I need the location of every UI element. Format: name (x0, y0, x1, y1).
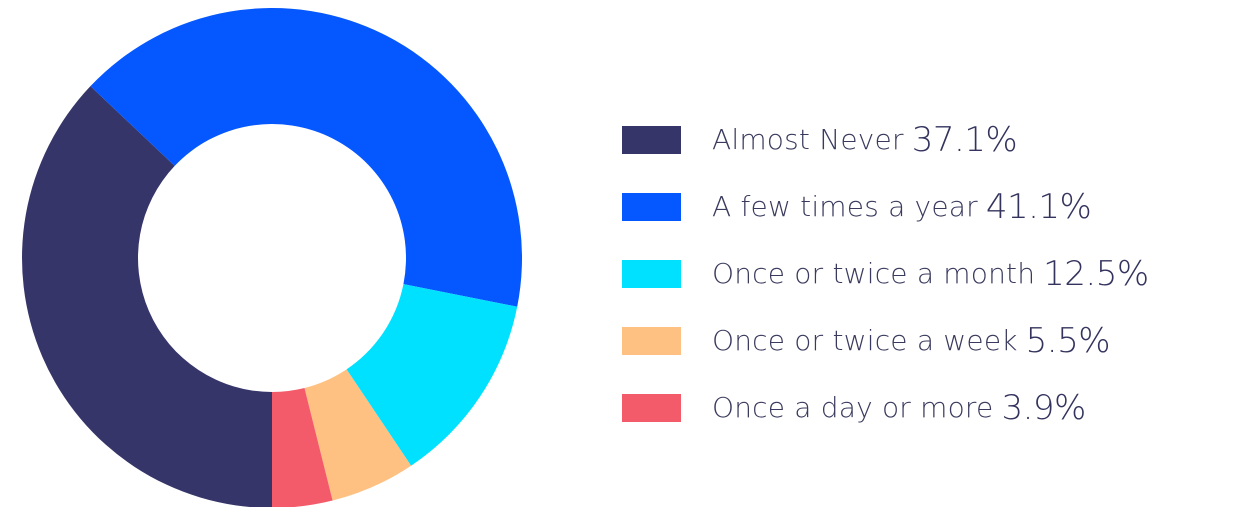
slice-once-or-twice-a-month (346, 284, 518, 466)
legend-item-once-or-twice-a-month: Once or twice a month 12.5% (622, 240, 1149, 307)
legend-value-once-a-day-or-more: 3.9% (1001, 387, 1086, 428)
legend-label-few-times-a-year: A few times a year (712, 190, 978, 223)
legend-swatch-once-a-day-or-more (622, 393, 681, 422)
donut-chart (22, 8, 522, 507)
slice-once-or-twice-a-week (304, 369, 412, 501)
legend-swatch-few-times-a-year (622, 192, 681, 221)
slice-once-a-day-or-more (272, 388, 333, 507)
legend-item-almost-never: Almost Never 37.1% (622, 106, 1149, 173)
legend-swatch-once-or-twice-a-week (622, 326, 681, 355)
legend-value-almost-never: 37.1% (911, 119, 1018, 160)
legend-label-once-or-twice-a-week: Once or twice a week (712, 324, 1018, 357)
slice-few-times-a-year (90, 8, 522, 307)
donut-slices (22, 8, 522, 507)
legend-item-once-a-day-or-more: Once a day or more 3.9% (622, 374, 1149, 441)
legend-value-once-or-twice-a-week: 5.5% (1025, 320, 1111, 361)
legend-value-few-times-a-year: 41.1% (985, 186, 1092, 227)
slice-almost-never (22, 86, 272, 507)
legend-item-once-or-twice-a-week: Once or twice a week 5.5% (622, 307, 1149, 374)
legend-swatch-almost-never (622, 125, 681, 154)
legend-label-almost-never: Almost Never (712, 123, 904, 156)
legend-label-once-or-twice-a-month: Once or twice a month (712, 257, 1036, 290)
legend-swatch-once-or-twice-a-month (622, 259, 681, 288)
legend-label-once-a-day-or-more: Once a day or more (712, 391, 994, 424)
legend-value-once-or-twice-a-month: 12.5% (1043, 253, 1149, 294)
legend: Almost Never 37.1% A few times a year 41… (622, 106, 1149, 441)
legend-item-few-times-a-year: A few times a year 41.1% (622, 173, 1149, 240)
